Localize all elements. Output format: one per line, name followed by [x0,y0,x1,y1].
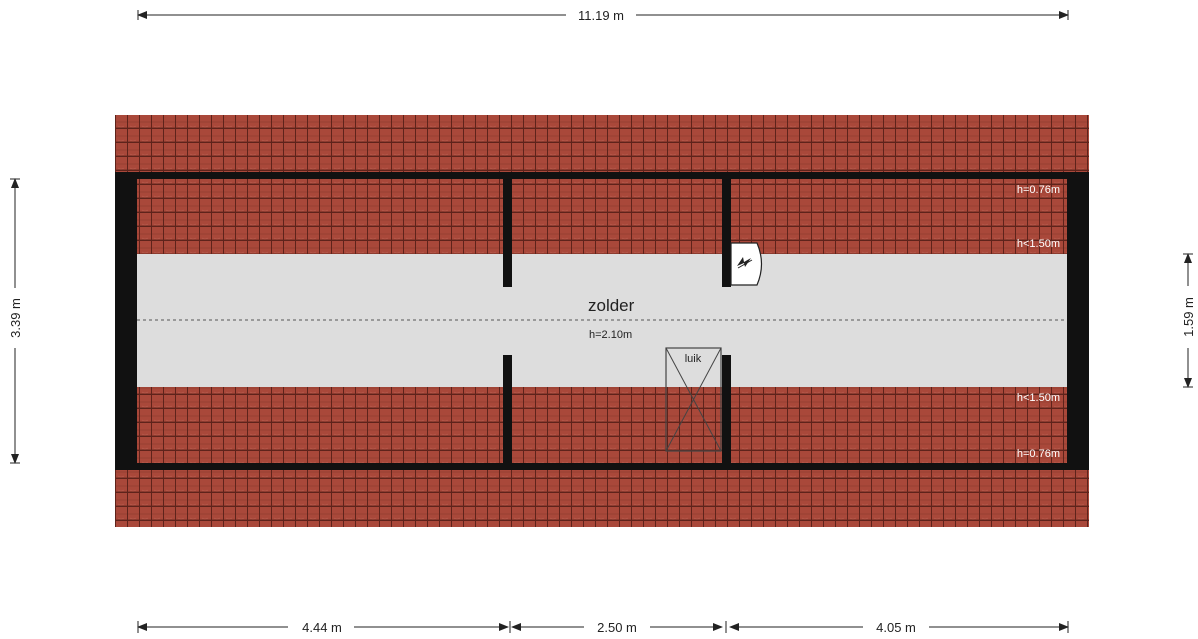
total-width-label: 11.19 m [578,8,624,23]
outer-walls [115,172,1089,470]
segment-2-label: 2.50 m [597,620,637,635]
height-bottom-eave: h=0.76m [1017,448,1060,460]
dimension-total-depth: 3.39 m [6,178,24,464]
segment-3-label: 4.05 m [876,620,916,635]
heater-icon [730,242,763,286]
dimension-segments: 4.44 m 2.50 m 4.05 m [137,618,1069,636]
room-name: zolder [588,296,635,315]
right-depth-label: 1.59 m [1181,297,1196,337]
room-height: h=2.10m [589,329,632,341]
segment-1-label: 4.44 m [302,620,342,635]
hatch: luik [665,347,722,452]
interior-walls [503,179,731,463]
total-depth-label: 3.39 m [8,298,23,338]
hatch-label: luik [685,353,702,365]
dimension-total-width: 11.19 m [137,6,1069,24]
dimension-right-depth: 1.59 m [1179,253,1197,388]
height-bottom-limit: h<1.50m [1017,392,1060,404]
height-top-eave: h=0.76m [1017,184,1060,196]
height-top-limit: h<1.50m [1017,238,1060,250]
